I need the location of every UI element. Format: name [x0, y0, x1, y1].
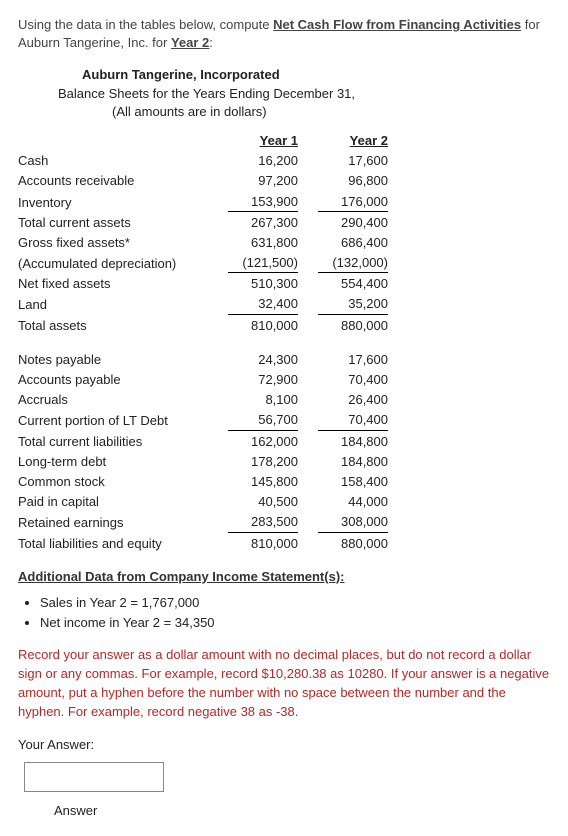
row-year2: 880,000 — [298, 316, 388, 336]
row-label: Total liabilities and equity — [18, 534, 208, 554]
row-label: Land — [18, 294, 208, 315]
row-year1: 56,700 — [208, 410, 298, 431]
row-year1: 8,100 — [208, 390, 298, 410]
row-year2: 880,000 — [298, 534, 388, 554]
row-year1: 153,900 — [208, 192, 298, 213]
company-name: Auburn Tangerine, Incorporated — [82, 66, 550, 84]
prompt-tail: : — [209, 35, 213, 50]
statement-header: Auburn Tangerine, Incorporated Balance S… — [58, 66, 550, 121]
row-year1: 32,400 — [208, 294, 298, 315]
row-year1: 145,800 — [208, 472, 298, 492]
statement-title: Balance Sheets for the Years Ending Dece… — [58, 85, 550, 103]
prompt-year: Year 2 — [171, 35, 209, 50]
row-year1: 162,000 — [208, 432, 298, 452]
statement-units: (All amounts are in dollars) — [112, 103, 550, 121]
row-label: Notes payable — [18, 350, 208, 370]
col-year1: Year 1 — [208, 131, 298, 151]
row-year2: 184,800 — [298, 432, 388, 452]
row-label: Current portion of LT Debt — [18, 410, 208, 431]
additional-data-heading: Additional Data from Company Income Stat… — [18, 568, 550, 586]
row-year1: 178,200 — [208, 452, 298, 472]
row-year2: 554,400 — [298, 274, 388, 294]
row-label: Accounts receivable — [18, 171, 208, 191]
row-year2: 290,400 — [298, 213, 388, 233]
row-year1: 631,800 — [208, 233, 298, 253]
prompt-lead: Using the data in the tables below, comp… — [18, 17, 273, 32]
your-answer-label: Your Answer: — [18, 736, 550, 754]
row-year2: 17,600 — [298, 151, 388, 171]
row-year1: (121,500) — [208, 253, 298, 274]
row-label: Total current assets — [18, 213, 208, 233]
col-year2: Year 2 — [298, 131, 388, 151]
row-label: Cash — [18, 151, 208, 171]
list-item: Net income in Year 2 = 34,350 — [40, 614, 550, 632]
row-label: Gross fixed assets* — [18, 233, 208, 253]
row-label: Common stock — [18, 472, 208, 492]
list-item: Sales in Year 2 = 1,767,000 — [40, 594, 550, 612]
row-year2: 686,400 — [298, 233, 388, 253]
row-year2: (132,000) — [298, 253, 388, 274]
row-year2: 35,200 — [298, 294, 388, 315]
row-year2: 70,400 — [298, 410, 388, 431]
row-label: Net fixed assets — [18, 274, 208, 294]
answer-input[interactable] — [24, 762, 164, 792]
prompt-target: Net Cash Flow from Financing Activities — [273, 17, 521, 32]
additional-data-list: Sales in Year 2 = 1,767,000 Net income i… — [40, 594, 550, 632]
row-year1: 97,200 — [208, 171, 298, 191]
row-label: Inventory — [18, 192, 208, 213]
row-year2: 96,800 — [298, 171, 388, 191]
balance-sheet-table: Year 1 Year 2 Cash16,20017,600Accounts r… — [18, 131, 388, 554]
row-year1: 810,000 — [208, 534, 298, 554]
row-year2: 44,000 — [298, 492, 388, 512]
row-label: Paid in capital — [18, 492, 208, 512]
row-year2: 158,400 — [298, 472, 388, 492]
answer-instructions: Record your answer as a dollar amount wi… — [18, 646, 550, 721]
row-year1: 16,200 — [208, 151, 298, 171]
row-label: Total current liabilities — [18, 432, 208, 452]
row-year2: 176,000 — [298, 192, 388, 213]
row-year2: 70,400 — [298, 370, 388, 390]
row-year2: 26,400 — [298, 390, 388, 410]
row-year2: 184,800 — [298, 452, 388, 472]
question-prompt: Using the data in the tables below, comp… — [18, 16, 550, 52]
row-year1: 510,300 — [208, 274, 298, 294]
row-label: Long-term debt — [18, 452, 208, 472]
row-label: Total assets — [18, 316, 208, 336]
row-label: Accounts payable — [18, 370, 208, 390]
row-year1: 24,300 — [208, 350, 298, 370]
row-year2: 308,000 — [298, 512, 388, 533]
row-year1: 283,500 — [208, 512, 298, 533]
row-year1: 810,000 — [208, 316, 298, 336]
row-year1: 267,300 — [208, 213, 298, 233]
row-year1: 72,900 — [208, 370, 298, 390]
row-year2: 17,600 — [298, 350, 388, 370]
answer-button[interactable]: Answer — [54, 802, 550, 820]
row-label: Accruals — [18, 390, 208, 410]
row-label: Retained earnings — [18, 512, 208, 533]
row-label: (Accumulated depreciation) — [18, 253, 208, 274]
row-year1: 40,500 — [208, 492, 298, 512]
